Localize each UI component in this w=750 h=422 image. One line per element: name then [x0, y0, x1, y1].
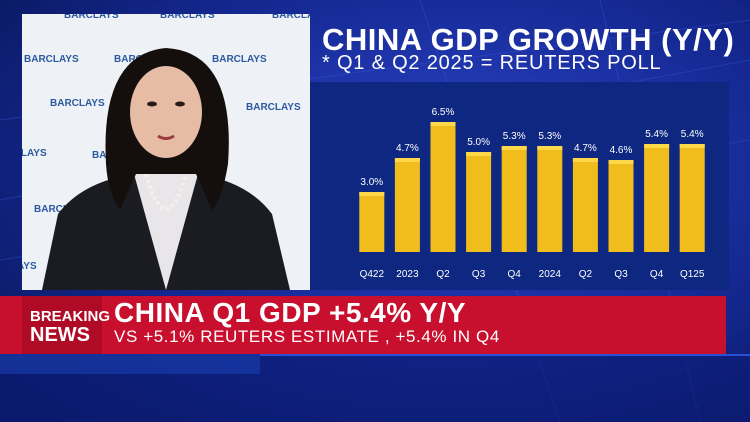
x-tick-label: Q3	[614, 269, 628, 280]
x-tick-label: Q2	[436, 269, 450, 280]
backdrop-logo: BARCLAYS	[50, 98, 105, 109]
backdrop-logo: BARCLAYS	[22, 261, 37, 272]
x-tick-label: Q422	[360, 269, 385, 280]
video-feed: BARCLAYS BARCLAYS BARCLAYS BARCLAYS BARC…	[22, 14, 310, 290]
x-tick-label: Q2	[579, 269, 593, 280]
bar-highlight-6	[572, 158, 598, 162]
bar-highlight-3	[466, 152, 492, 156]
bar-value-label: 4.7%	[396, 143, 419, 154]
news-label: NEWS	[30, 324, 90, 346]
backdrop-logo: BARCLAYS	[272, 14, 310, 21]
bar-value-label: 4.7%	[574, 143, 597, 154]
breaking-news-badge: BREAKING NEWS	[22, 296, 111, 354]
backdrop-logo: BARCLAYS	[24, 54, 79, 65]
bar-highlight-9	[679, 144, 705, 148]
ticker-subheadline: VS +5.1% REUTERS ESTIMATE , +5.4% IN Q4	[114, 327, 500, 346]
x-tick-label: 2024	[539, 269, 562, 280]
bar-value-label: 5.4%	[681, 129, 704, 140]
chart-canvas: 3.0% 4.7% 6.5% 5.0% 5.3% 5.3% 4.7% 4.6% 5.4% 5.4%…	[359, 107, 705, 280]
bar-6	[572, 158, 598, 252]
lower-backdrop	[0, 354, 750, 422]
backdrop-logo: BARCLAYS	[34, 204, 89, 215]
bar-8	[644, 144, 670, 252]
backdrop-logo: BARCLAYS	[64, 14, 119, 21]
bar-4	[501, 146, 527, 252]
ticker-headline: CHINA Q1 GDP +5.4% Y/Y	[114, 297, 467, 328]
bar-2	[430, 122, 456, 252]
bar-0	[359, 192, 385, 252]
bar-value-label: 5.4%	[645, 129, 668, 140]
bar-highlight-2	[430, 122, 456, 126]
bar-value-label: 5.0%	[467, 137, 490, 148]
backdrop-logo: BARCLAYS	[22, 148, 47, 159]
bar-9	[679, 144, 705, 252]
bar-value-label: 4.6%	[610, 145, 633, 156]
bar-value-label: 6.5%	[432, 107, 455, 118]
bar-highlight-7	[608, 160, 634, 164]
backdrop-logo: BARCLAYS	[246, 102, 301, 113]
backdrop-logo: BARCLAYS	[212, 54, 267, 65]
graphic-title: CHINA GDP GROWTH (Y/Y)	[322, 22, 735, 57]
x-tick-label: Q125	[680, 269, 705, 280]
breaking-news-banner	[0, 296, 726, 354]
bar-value-label: 3.0%	[360, 177, 383, 188]
bar-highlight-8	[644, 144, 670, 148]
graphic-subtitle: * Q1 & Q2 2025 = REUTERS POLL	[322, 52, 662, 74]
bar-1	[394, 158, 420, 252]
bar-value-label: 5.3%	[503, 131, 526, 142]
bar-highlight-5	[537, 146, 563, 150]
backdrop-logo: BARCLAYS	[160, 14, 215, 21]
bar-3	[466, 152, 492, 252]
bar-highlight-1	[394, 158, 420, 162]
gdp-bar-chart: 3.0% 4.7% 6.5% 5.0% 5.3% 5.3% 4.7% 4.6% 5.4% 5.4%…	[310, 82, 729, 290]
x-tick-label: Q4	[508, 269, 522, 280]
bar-highlight-0	[359, 192, 385, 196]
bar-highlight-4	[501, 146, 527, 150]
bar-value-label: 5.3%	[538, 131, 561, 142]
x-tick-label: Q3	[472, 269, 486, 280]
x-tick-label: Q4	[650, 269, 664, 280]
breaking-label: BREAKING	[30, 308, 111, 325]
bar-5	[537, 146, 563, 252]
bar-7	[608, 160, 634, 252]
x-tick-label: 2023	[396, 269, 419, 280]
